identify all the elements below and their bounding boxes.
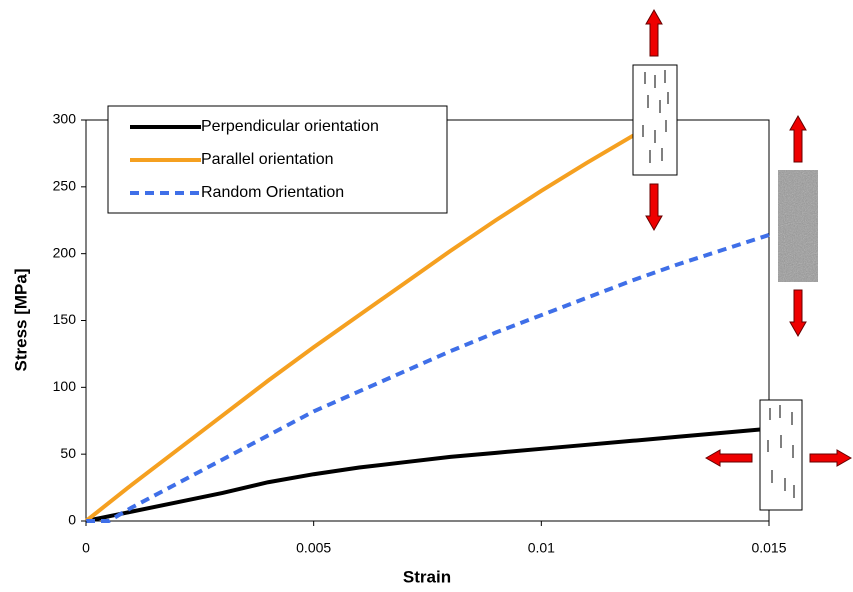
series-line bbox=[84, 128, 647, 523]
fiber-marks bbox=[642, 70, 669, 163]
arrow-down bbox=[645, 183, 663, 232]
arrow-up bbox=[645, 8, 663, 57]
arrow-down bbox=[789, 289, 807, 338]
arrow-up bbox=[789, 114, 807, 163]
legend-label: Perpendicular orientation bbox=[201, 118, 379, 135]
series-line bbox=[85, 426, 770, 523]
y-axis-title: Stress [MPa] bbox=[11, 269, 30, 372]
y-tick-label: 200 bbox=[53, 244, 77, 260]
x-axis-title: Strain bbox=[403, 567, 451, 586]
legend-label: Parallel orientation bbox=[201, 151, 334, 168]
legend: Perpendicular orientation Parallel orient… bbox=[107, 105, 448, 214]
legend-label: Random Orientation bbox=[201, 184, 344, 201]
plot-area bbox=[84, 128, 770, 523]
x-tick-label: 0.015 bbox=[751, 540, 786, 556]
arrow-right bbox=[809, 449, 853, 467]
arrow-left bbox=[704, 449, 753, 467]
y-tick-label: 250 bbox=[53, 178, 77, 194]
specimen-icons bbox=[632, 8, 853, 511]
y-tick-label: 100 bbox=[53, 378, 77, 394]
series-line bbox=[86, 233, 770, 523]
x-tick-label: 0.005 bbox=[296, 540, 331, 556]
y-tick-label: 50 bbox=[60, 445, 76, 461]
y-tick-label: 150 bbox=[53, 311, 77, 327]
y-tick-label: 0 bbox=[68, 512, 76, 528]
x-tick-label: 0 bbox=[82, 540, 90, 556]
fiber-marks bbox=[767, 405, 795, 498]
specimen-texture bbox=[778, 170, 818, 282]
y-tick-label: 300 bbox=[53, 111, 77, 127]
x-tick-label: 0.01 bbox=[528, 540, 555, 556]
specimen bbox=[759, 399, 803, 511]
